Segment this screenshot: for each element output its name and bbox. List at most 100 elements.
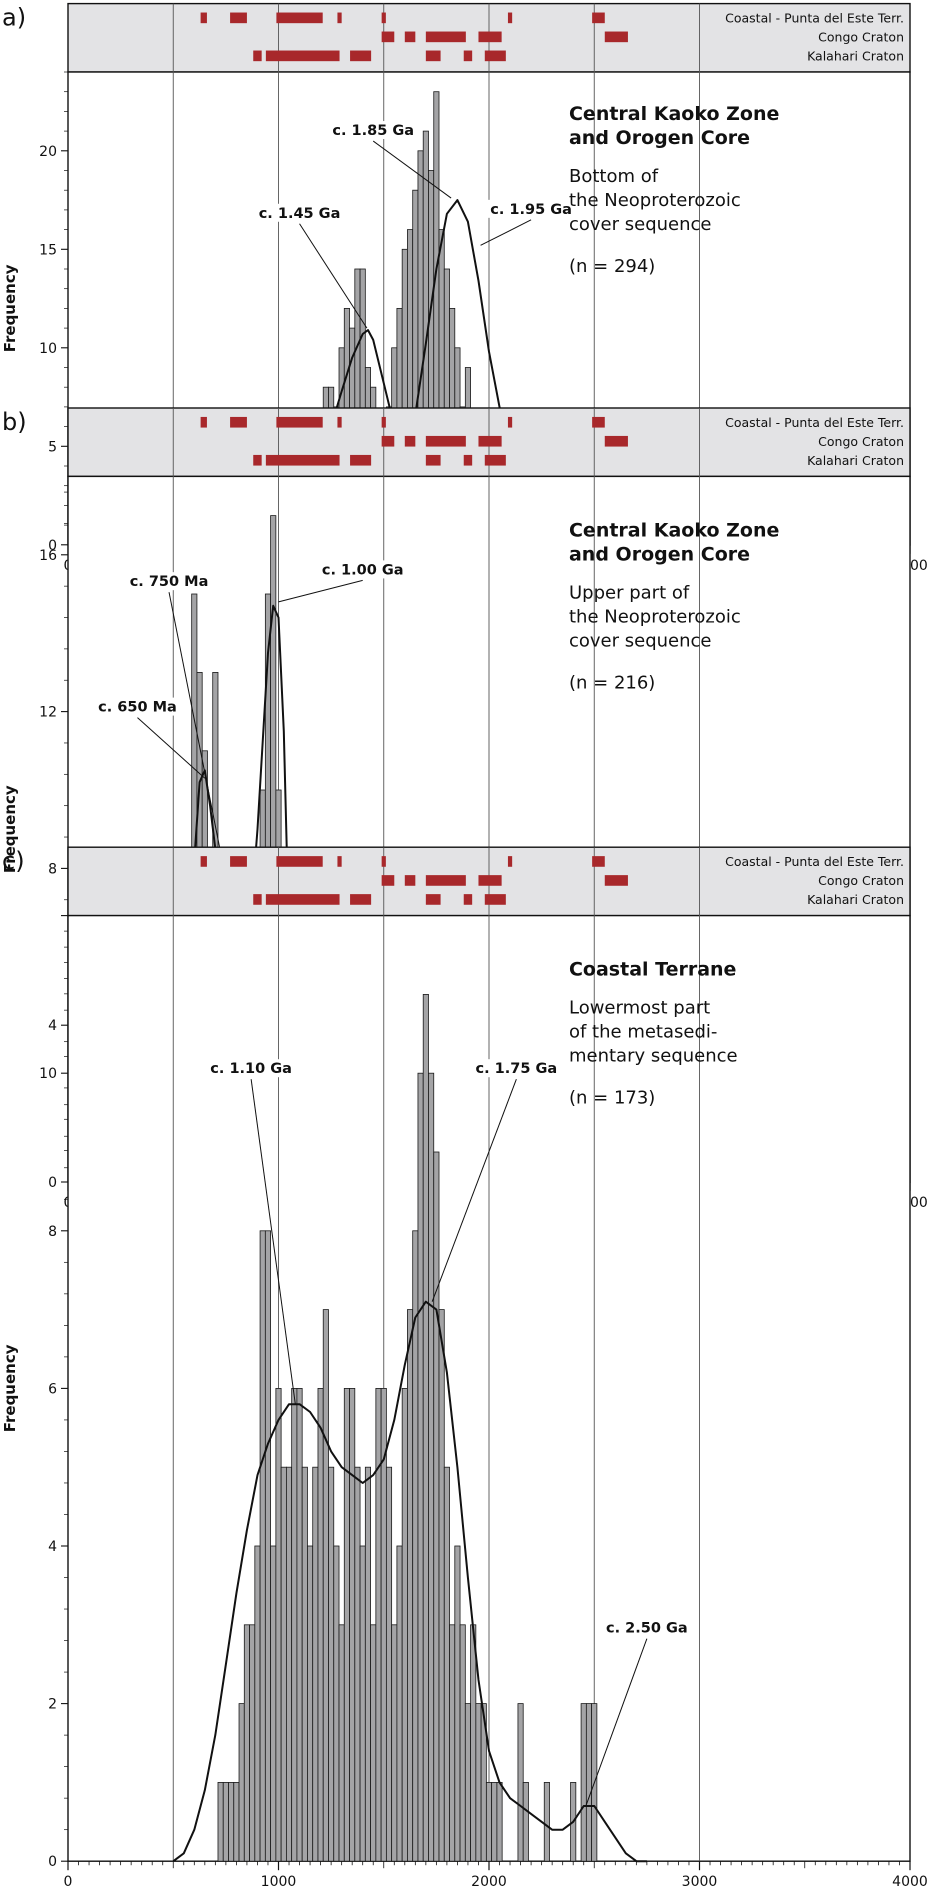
histogram-bar xyxy=(449,1624,456,1862)
y-tick-label: 16 xyxy=(39,548,57,564)
craton-age-bar xyxy=(478,875,502,886)
craton-age-bar xyxy=(230,12,247,24)
panel-subtitle-line: cover sequence xyxy=(569,214,712,235)
y-tick-label: 0 xyxy=(48,1854,57,1870)
craton-age-bar xyxy=(507,12,513,24)
histogram-bar xyxy=(443,1466,450,1862)
annotation-leader xyxy=(137,717,206,779)
craton-age-bar xyxy=(425,875,466,886)
histogram-bar xyxy=(496,1782,503,1862)
histogram-bar xyxy=(249,1624,256,1862)
craton-age-bar xyxy=(337,416,342,428)
annotation-leader xyxy=(480,219,532,246)
histogram-bar xyxy=(454,1545,461,1862)
chart-panel-c: Coastal - Punta del Este Terr. Congo Crat… xyxy=(1,846,928,1890)
y-tick-label: 12 xyxy=(39,705,57,721)
craton-age-bar xyxy=(425,31,466,43)
histogram-bar xyxy=(243,1624,250,1862)
legend-entry: Congo Craton xyxy=(818,873,904,888)
craton-age-bar xyxy=(265,454,340,466)
craton-age-bar xyxy=(604,31,628,43)
legend-entry: Congo Craton xyxy=(818,434,904,449)
sample-count-label: (n = 294) xyxy=(569,256,655,277)
panel-label: a) xyxy=(2,4,26,32)
histogram-bar xyxy=(328,1466,335,1862)
panel-subtitle-line: the Neoproterozoic xyxy=(569,190,741,211)
y-tick-label: 15 xyxy=(39,242,57,258)
panel-title-line: and Orogen Core xyxy=(569,127,750,149)
histogram-bar xyxy=(470,1624,477,1862)
histogram-bar xyxy=(254,1545,261,1862)
probability-density-curve xyxy=(172,1300,647,1863)
peak-annotation: c. 2.50 Ga xyxy=(606,1621,688,1637)
sample-count-label: (n = 173) xyxy=(569,1088,655,1109)
histogram-bar xyxy=(585,1703,593,1862)
histogram-bar xyxy=(338,1624,345,1862)
craton-age-bar xyxy=(276,856,323,867)
annotation-label-bg xyxy=(329,121,418,140)
histogram-bar xyxy=(543,1782,550,1862)
histogram-bar xyxy=(301,1466,308,1862)
histogram-bar xyxy=(401,1388,408,1862)
histogram-bar xyxy=(396,1545,403,1862)
craton-age-bar xyxy=(276,12,323,24)
craton-age-bar xyxy=(265,50,340,62)
histogram-bar xyxy=(343,1388,350,1862)
craton-age-bar xyxy=(592,12,605,24)
craton-age-bar xyxy=(230,856,247,867)
panel-subtitle-line: mentary sequence xyxy=(569,1046,738,1067)
panel-subtitle-line: of the metasedi- xyxy=(569,1022,717,1043)
histogram-bar xyxy=(580,1703,587,1862)
histogram-bar xyxy=(359,1545,366,1862)
histogram-bar xyxy=(217,1782,224,1862)
peak-annotation: c. 1.10 Ga xyxy=(210,1061,292,1077)
x-tick-label: 1000 xyxy=(261,1874,297,1890)
legend-entry: Coastal - Punta del Este Terr. xyxy=(725,10,904,25)
y-tick-label: 20 xyxy=(39,144,57,160)
craton-age-bar xyxy=(381,31,395,43)
peak-annotation: c. 1.85 Ga xyxy=(332,123,414,139)
craton-age-bar xyxy=(484,50,506,62)
craton-age-bar xyxy=(484,454,506,466)
annotation-leader xyxy=(168,592,225,869)
craton-age-bar xyxy=(404,31,416,43)
annotation-leader xyxy=(299,223,368,329)
peak-annotation: c. 1.45 Ga xyxy=(259,206,341,222)
craton-age-bar xyxy=(604,875,628,886)
histogram-bar xyxy=(485,1782,493,1862)
annotation-label-bg xyxy=(129,572,209,591)
x-tick-label: 0 xyxy=(64,1874,73,1890)
craton-age-bar xyxy=(425,50,441,62)
craton-age-bar xyxy=(425,435,466,447)
craton-age-bar xyxy=(381,856,386,867)
craton-age-bar xyxy=(350,894,372,905)
histogram-bar xyxy=(464,1703,471,1862)
legend-entry: Kalahari Craton xyxy=(807,453,904,468)
histogram-bar xyxy=(349,1388,356,1862)
craton-age-bar xyxy=(350,50,372,62)
y-tick-label: 10 xyxy=(39,1066,57,1082)
histogram-bar xyxy=(522,1782,529,1862)
annotation-label-bg xyxy=(487,199,576,218)
craton-age-bar xyxy=(463,894,473,905)
panel-title-line: Central Kaoko Zone xyxy=(569,519,779,541)
histogram-bar xyxy=(238,1703,245,1862)
peak-annotation: c. 650 Ma xyxy=(98,700,177,716)
y-tick-label: 6 xyxy=(48,1381,57,1397)
craton-age-bar xyxy=(463,50,473,62)
craton-age-bar xyxy=(200,416,207,428)
histogram-bar xyxy=(422,994,429,1862)
peak-annotation: c. 750 Ma xyxy=(130,574,209,590)
histogram-bar xyxy=(391,1624,398,1862)
annotation-label-bg xyxy=(97,697,178,716)
craton-age-bar xyxy=(592,856,605,867)
histogram-bar xyxy=(433,1151,440,1862)
craton-age-bar xyxy=(404,435,416,447)
x-tick-label: 2000 xyxy=(471,1874,507,1890)
panel-subtitle-line: Lowermost part xyxy=(569,998,710,1019)
craton-age-bar xyxy=(478,435,502,447)
histogram-bar xyxy=(407,1309,414,1862)
annotation-leader xyxy=(585,1638,648,1807)
y-tick-label: 0 xyxy=(48,1175,57,1191)
